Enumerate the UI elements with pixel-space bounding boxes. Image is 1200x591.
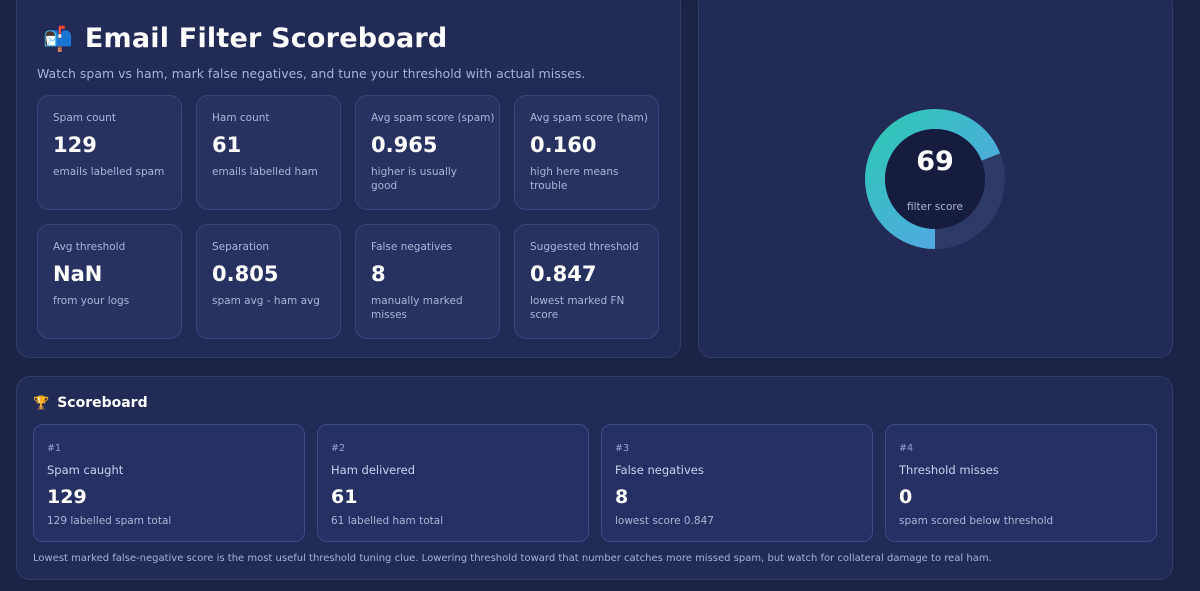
gauge-center (885, 129, 985, 229)
card-label: False negatives (615, 463, 704, 477)
stat-card-ham-count: Ham count 61 emails labelled ham (196, 95, 341, 210)
card-rank: #3 (615, 443, 630, 454)
stat-value: 0.160 (530, 133, 597, 157)
scoreboard-card-spam-caught: #1 Spam caught 129 129 labelled spam tot… (33, 424, 305, 542)
stat-card-false-negatives: False negatives 8 manually marked misses (355, 224, 500, 339)
stat-label: Avg spam score (ham) (530, 112, 648, 124)
card-value: 61 (331, 486, 358, 508)
card-value: 0 (899, 486, 913, 508)
trophy-icon: 🏆 (33, 395, 50, 411)
stat-value: 0.805 (212, 262, 279, 286)
filter-score-panel: 69 filter score (698, 0, 1173, 358)
card-label: Ham delivered (331, 463, 416, 477)
scoreboard-card-ham-delivered: #2 Ham delivered 61 61 labelled ham tota… (317, 424, 589, 542)
scoreboard-title: 🏆 Scoreboard (33, 395, 148, 411)
stat-hint: high here means trouble (530, 166, 619, 193)
card-label: Spam caught (47, 463, 124, 477)
mailbox-icon: 📬 (43, 24, 73, 53)
scoreboard-note: Lowest marked false-negative score is th… (33, 553, 992, 564)
stat-value: 129 (53, 133, 97, 157)
gauge-arc (865, 109, 1005, 249)
stat-hint: from your logs (53, 295, 130, 307)
summary-panel: 📬 Email Filter Scoreboard Watch spam vs … (16, 0, 681, 358)
stat-value: 61 (212, 133, 242, 157)
stat-value: 8 (371, 262, 386, 286)
filter-score-caption: filter score (907, 201, 963, 213)
card-sub: 129 labelled spam total (47, 515, 172, 527)
card-value: 8 (615, 486, 629, 508)
scoreboard-panel: 🏆 Scoreboard #1 Spam caught 129 129 labe… (16, 376, 1173, 580)
stat-hint: emails labelled spam (53, 166, 165, 178)
stat-label: Suggested threshold (530, 241, 639, 253)
card-rank: #4 (899, 443, 914, 454)
stat-card-separation: Separation 0.805 spam avg - ham avg (196, 224, 341, 339)
card-sub: 61 labelled ham total (331, 515, 444, 527)
filter-score-gauge: 69 filter score (864, 108, 1006, 250)
stat-card-spam-count: Spam count 129 emails labelled spam (37, 95, 182, 210)
filter-score-value: 69 (916, 146, 954, 177)
stat-hint: manually marked misses (371, 295, 463, 322)
card-value: 129 (47, 486, 87, 508)
stat-label: Spam count (53, 112, 116, 124)
card-rank: #1 (47, 443, 62, 454)
stat-card-avg-spam-score-ham: Avg spam score (ham) 0.160 high here mea… (514, 95, 659, 210)
stat-label: False negatives (371, 241, 453, 253)
stat-label: Avg spam score (spam) (371, 112, 495, 124)
card-sub: spam scored below threshold (899, 515, 1054, 527)
scoreboard-card-threshold-misses: #4 Threshold misses 0 spam scored below … (885, 424, 1157, 542)
card-rank: #2 (331, 443, 346, 454)
page-title: 📬 Email Filter Scoreboard (43, 23, 447, 54)
stat-card-suggested-threshold: Suggested threshold 0.847 lowest marked … (514, 224, 659, 339)
stat-hint: higher is usually good (371, 166, 457, 193)
stat-label: Avg threshold (53, 241, 126, 253)
stat-label: Separation (212, 241, 270, 253)
stat-hint: lowest marked FN score (530, 295, 625, 322)
stat-hint: emails labelled ham (212, 166, 318, 178)
page-subtitle: Watch spam vs ham, mark false negatives,… (37, 66, 586, 81)
page-title-text: Email Filter Scoreboard (84, 23, 448, 54)
card-label: Threshold misses (899, 463, 999, 477)
card-sub: lowest score 0.847 (615, 515, 714, 527)
stat-value: NaN (53, 262, 103, 286)
stat-value: 0.965 (371, 133, 438, 157)
stat-label: Ham count (212, 112, 270, 124)
scoreboard-card-false-negatives: #3 False negatives 8 lowest score 0.847 (601, 424, 873, 542)
stat-hint: spam avg - ham avg (212, 295, 320, 307)
scoreboard-title-text: Scoreboard (57, 395, 148, 411)
stat-card-avg-threshold: Avg threshold NaN from your logs (37, 224, 182, 339)
stat-card-avg-spam-score-spam: Avg spam score (spam) 0.965 higher is us… (355, 95, 500, 210)
gauge-ring (865, 109, 1005, 249)
stat-value: 0.847 (530, 262, 597, 286)
